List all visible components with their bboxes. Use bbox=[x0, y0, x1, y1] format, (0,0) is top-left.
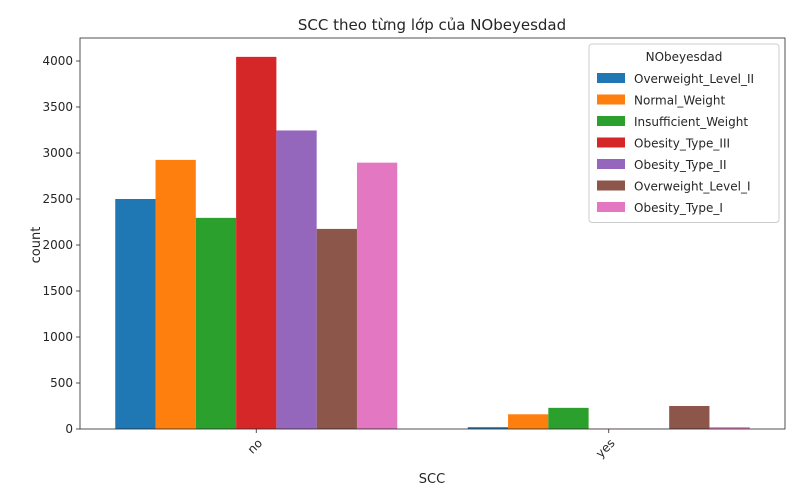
x-tick-label: no bbox=[245, 436, 265, 456]
bar bbox=[316, 228, 357, 429]
bar bbox=[155, 159, 196, 429]
x-axis-label: SCC bbox=[419, 472, 445, 487]
legend-swatch bbox=[597, 180, 625, 191]
bar bbox=[467, 427, 509, 429]
legend-entry: Insufficient_Weight bbox=[634, 115, 748, 129]
legend-entry: Normal_Weight bbox=[634, 94, 726, 108]
bar bbox=[236, 56, 277, 430]
legend-swatch bbox=[597, 94, 625, 105]
bar bbox=[195, 217, 237, 429]
y-tick-label: 1000 bbox=[42, 330, 73, 344]
y-axis-label: count bbox=[29, 227, 44, 264]
y-tick-label: 2000 bbox=[42, 238, 73, 252]
chart-title: SCC theo từng lớp của NObeyesdad bbox=[298, 16, 566, 34]
bar bbox=[356, 162, 398, 429]
legend-entry: Overweight_Level_I bbox=[634, 180, 751, 194]
plot-area: 0 500 1000 1500 2000 2500 3000 3500 4000 no yes bbox=[42, 37, 786, 461]
y-tick-label: 0 bbox=[65, 422, 73, 436]
x-tick-label: yes bbox=[593, 436, 618, 461]
legend-swatch bbox=[597, 202, 625, 212]
legend-box bbox=[588, 43, 780, 223]
legend-swatch bbox=[597, 116, 625, 126]
y-tick-label: 3500 bbox=[42, 100, 73, 114]
y-tick-label: 4000 bbox=[42, 54, 73, 68]
legend-swatch bbox=[597, 159, 625, 169]
y-tick-label: 500 bbox=[50, 376, 73, 390]
bar bbox=[508, 414, 549, 429]
legend-swatch bbox=[597, 73, 625, 83]
bar bbox=[669, 406, 710, 429]
bar bbox=[709, 427, 750, 429]
plot-frame bbox=[79, 37, 786, 430]
legend-entry: Overweight_Level_II bbox=[634, 72, 754, 86]
bar bbox=[115, 199, 156, 429]
legend-entry: Obesity_Type_III bbox=[634, 137, 730, 151]
y-tick-label: 1500 bbox=[42, 284, 73, 298]
y-tick-label: 3000 bbox=[42, 146, 73, 160]
bar bbox=[276, 130, 317, 429]
bar bbox=[548, 407, 589, 429]
legend-entry: Obesity_Type_I bbox=[634, 201, 723, 215]
legend-swatch bbox=[597, 137, 625, 148]
legend-title: NObeyesdad bbox=[646, 50, 723, 64]
legend: NObeyesdad Overweight_Level_II Normal_Weig… bbox=[588, 43, 780, 223]
y-tick-label: 2500 bbox=[42, 192, 73, 206]
legend-entry: Obesity_Type_II bbox=[634, 158, 726, 172]
